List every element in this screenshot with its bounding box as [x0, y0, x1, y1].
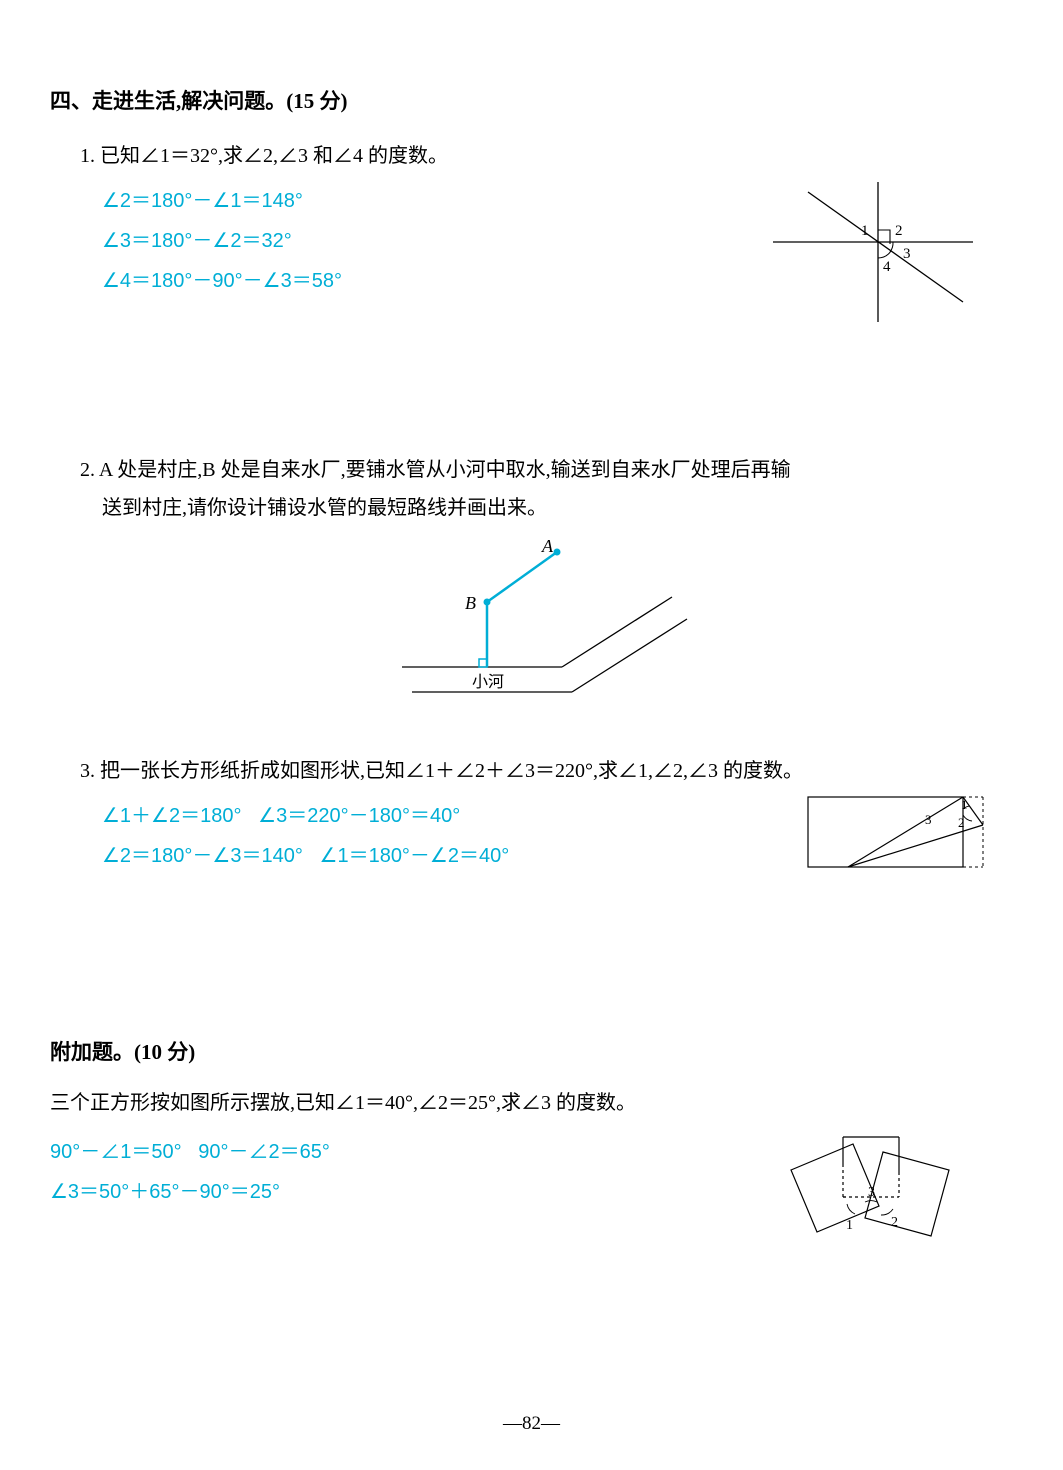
- problem-2: 2. A 处是村庄,B 处是自来水厂,要铺水管从小河中取水,输送到自来水厂处理后…: [80, 451, 1013, 712]
- svg-text:1: 1: [861, 223, 869, 239]
- svg-text:2: 2: [958, 815, 965, 830]
- problem-1-text: 1. 已知∠1＝32°,求∠2,∠3 和∠4 的度数。: [80, 137, 1013, 175]
- answer-part: ∠2＝180°－∠3＝140°: [102, 845, 303, 867]
- problem-2-line2: 送到村庄,请你设计铺设水管的最短路线并画出来。: [102, 497, 547, 519]
- svg-text:4: 4: [883, 259, 891, 275]
- problem-1: 1. 已知∠1＝32°,求∠2,∠3 和∠4 的度数。 ∠2＝180°－∠1＝1…: [80, 137, 1013, 301]
- section-heading: 四、走进生活,解决问题。(15 分): [50, 85, 1013, 115]
- svg-text:1: 1: [846, 1218, 853, 1233]
- svg-text:2: 2: [891, 1215, 898, 1230]
- problem-2-figure: A B 小河: [80, 537, 1013, 712]
- answer-part: 90°－∠2＝65°: [198, 1141, 330, 1163]
- problem-3-figure: 1 2 3: [803, 787, 993, 887]
- answer-part: ∠1＋∠2＝180°: [102, 805, 241, 827]
- svg-text:3: 3: [925, 812, 932, 827]
- problem-2-line1: 2. A 处是村庄,B 处是自来水厂,要铺水管从小河中取水,输送到自来水厂处理后…: [80, 459, 791, 481]
- bonus-text: 三个正方形按如图所示摆放,已知∠1＝40°,∠2＝25°,求∠3 的度数。: [50, 1084, 1013, 1122]
- answer-part: ∠1＝180°－∠2＝40°: [320, 845, 510, 867]
- answer-part: ∠3＝220°－180°＝40°: [258, 805, 460, 827]
- bonus-figure: 1 2 3: [773, 1122, 983, 1257]
- svg-text:3: 3: [903, 246, 911, 262]
- bonus-heading: 附加题。(10 分): [50, 1036, 1013, 1066]
- problem-3-text: 3. 把一张长方形纸折成如图形状,已知∠1＋∠2＋∠3＝220°,求∠1,∠2,…: [80, 752, 1013, 790]
- svg-text:1: 1: [961, 797, 968, 812]
- svg-text:2: 2: [895, 223, 903, 239]
- problem-3: 3. 把一张长方形纸折成如图形状,已知∠1＋∠2＋∠3＝220°,求∠1,∠2,…: [80, 752, 1013, 876]
- page-number: —82—: [0, 1413, 1063, 1435]
- problem-2-text: 2. A 处是村庄,B 处是自来水厂,要铺水管从小河中取水,输送到自来水厂处理后…: [80, 451, 1013, 527]
- problem-1-figure: 1 2 3 4: [763, 177, 983, 332]
- label-b: B: [465, 593, 476, 613]
- page-number-value: 82: [522, 1413, 541, 1434]
- label-a: A: [541, 537, 554, 556]
- label-river: 小河: [472, 673, 504, 691]
- answer-part: 90°－∠1＝50°: [50, 1141, 182, 1163]
- svg-text:3: 3: [868, 1185, 875, 1200]
